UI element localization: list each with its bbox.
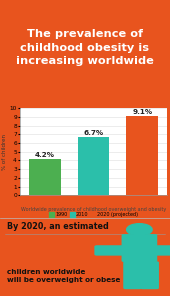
Bar [126, 116, 158, 195]
FancyBboxPatch shape [94, 245, 125, 256]
FancyBboxPatch shape [123, 261, 142, 289]
Text: 9.1%: 9.1% [132, 109, 152, 115]
Legend: 1990, 2010, 2020 (projected): 1990, 2010, 2020 (projected) [47, 210, 140, 219]
Text: Worldwide prevalence of childhood overweight and obesity: Worldwide prevalence of childhood overwe… [21, 207, 166, 212]
FancyBboxPatch shape [152, 245, 170, 256]
FancyBboxPatch shape [140, 261, 159, 289]
FancyBboxPatch shape [122, 234, 157, 262]
Bar [29, 159, 61, 195]
Text: children worldwide
will be overweight or obese: children worldwide will be overweight or… [7, 269, 120, 283]
Text: The prevalence of
childhood obesity is
increasing worldwide: The prevalence of childhood obesity is i… [16, 29, 154, 66]
Y-axis label: % of children: % of children [3, 134, 7, 170]
Text: 4.2%: 4.2% [35, 152, 55, 158]
Text: By 2020, an estimated: By 2020, an estimated [7, 222, 109, 231]
Text: 60 million: 60 million [7, 236, 138, 260]
Text: 6.7%: 6.7% [83, 130, 104, 136]
Circle shape [127, 224, 152, 236]
Bar [78, 137, 109, 195]
